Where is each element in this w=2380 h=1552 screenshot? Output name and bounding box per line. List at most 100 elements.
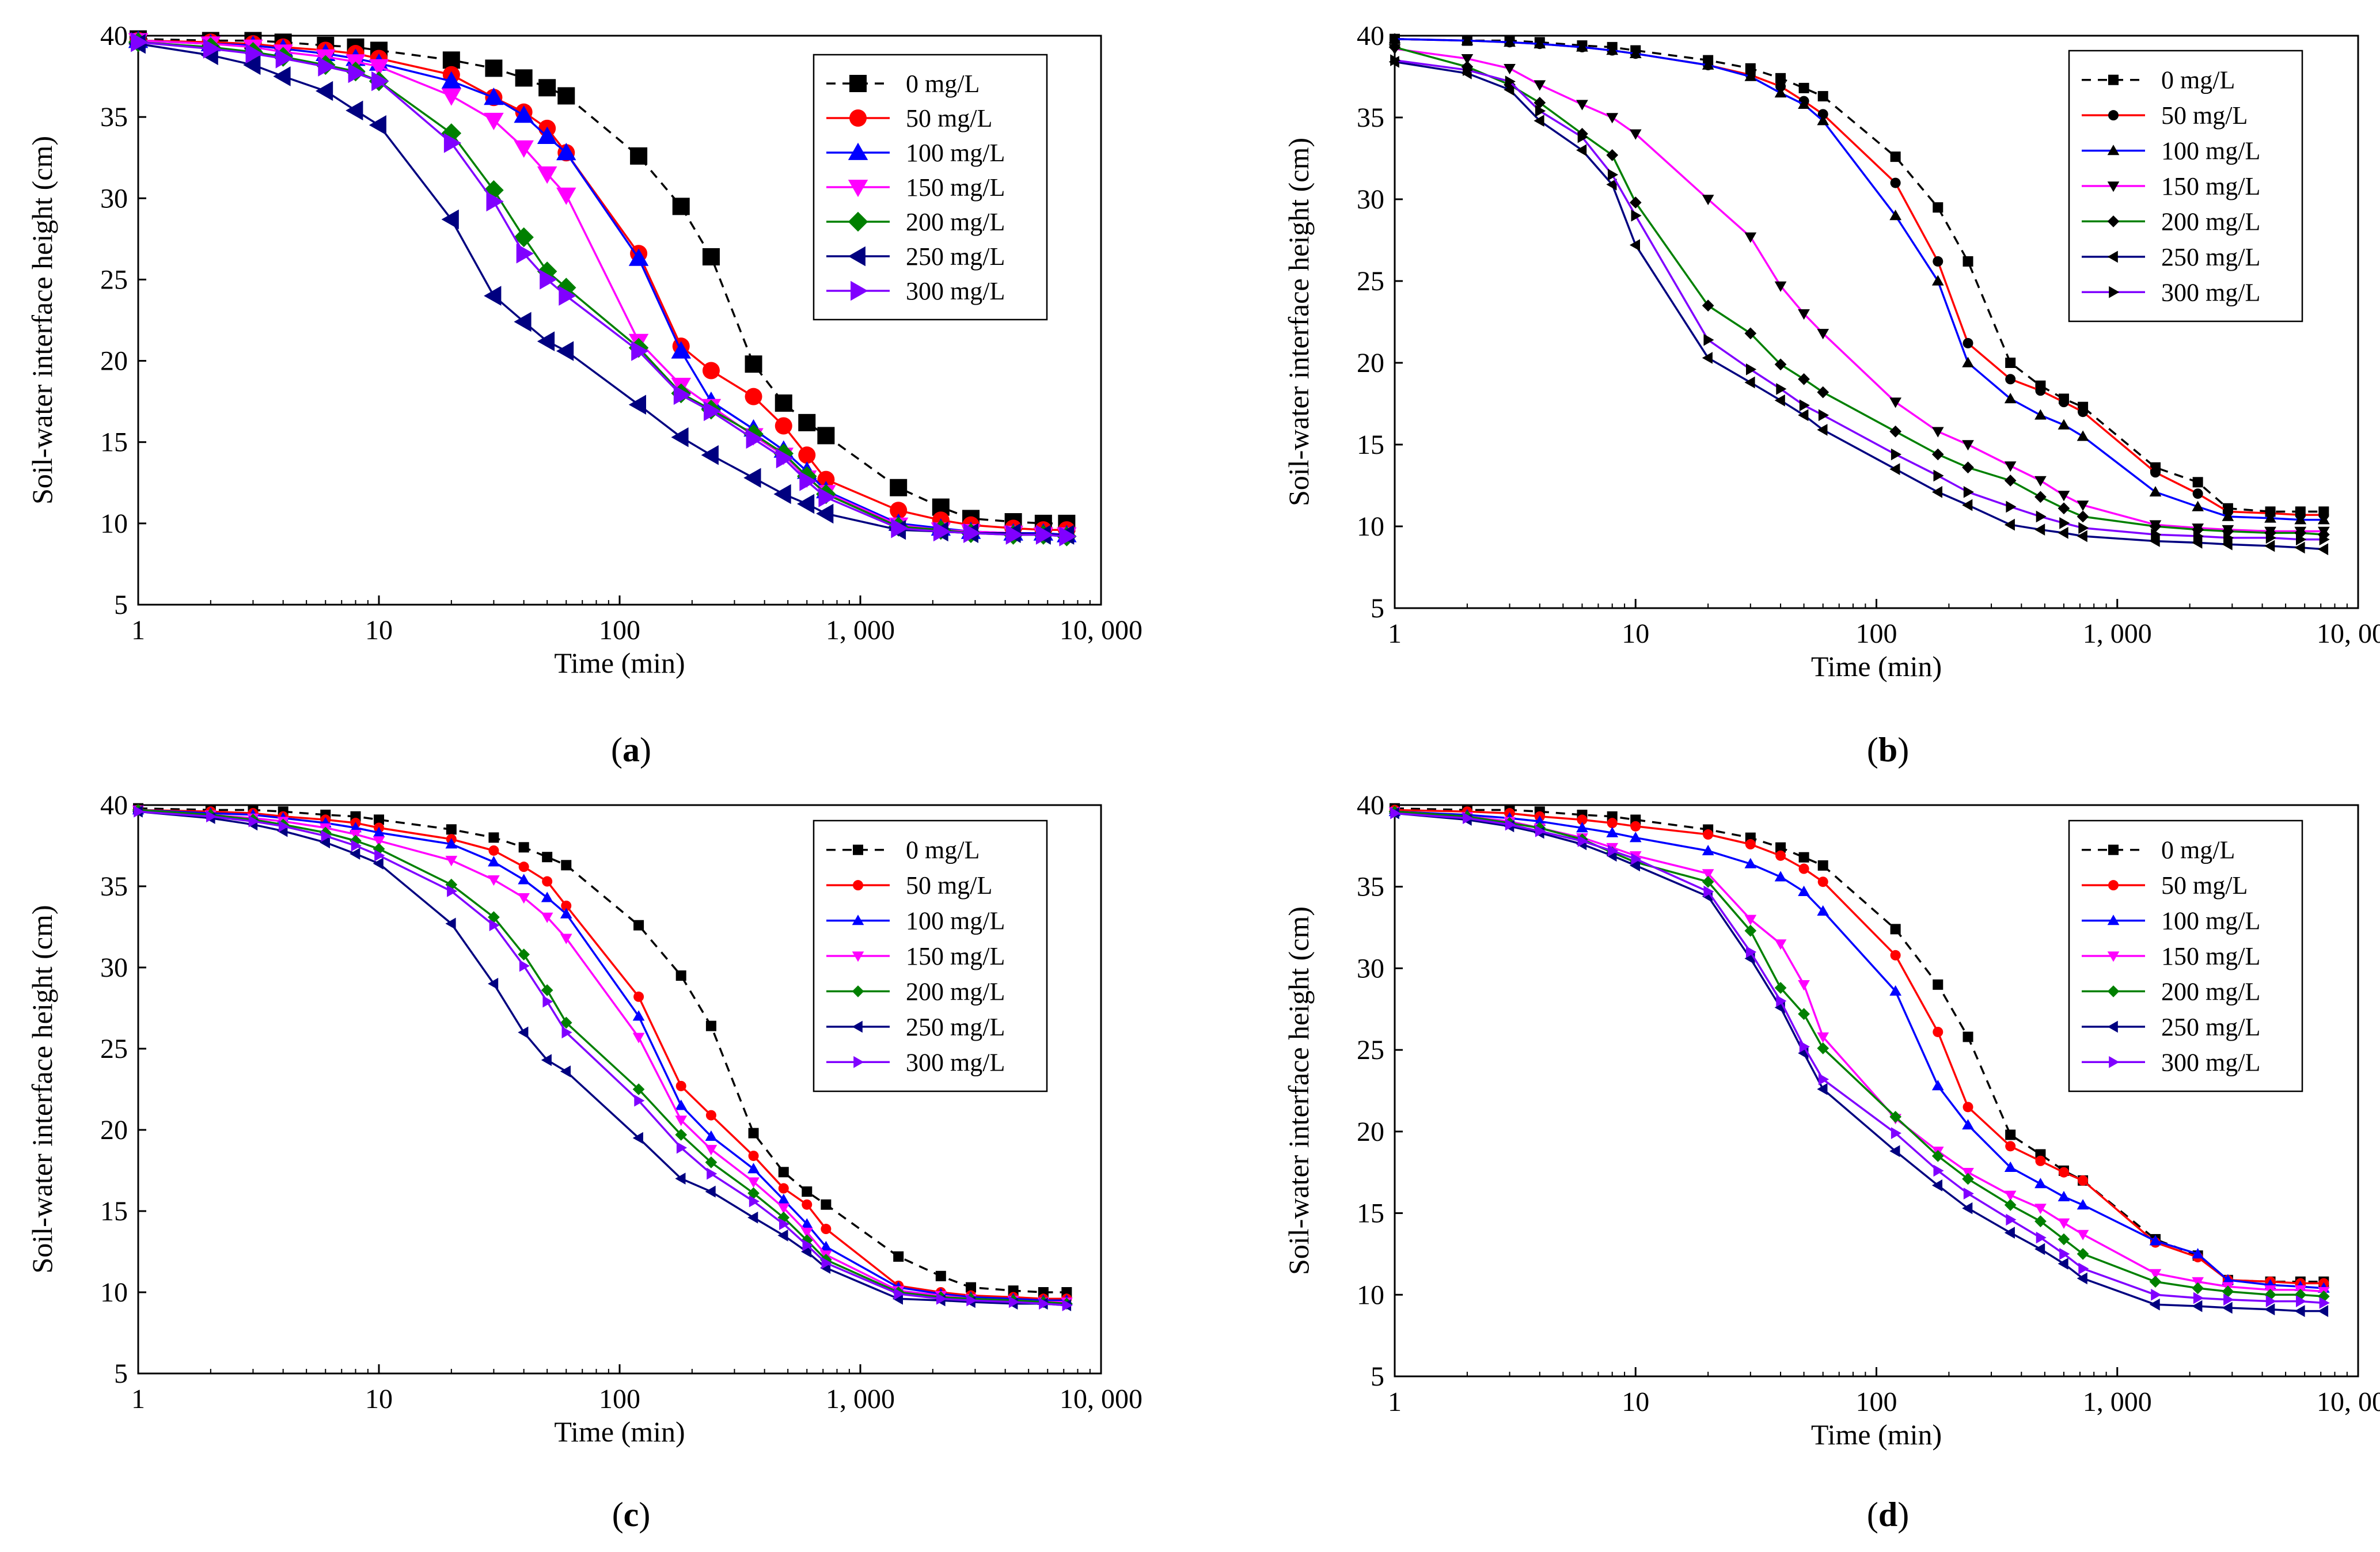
data-point	[518, 893, 530, 904]
data-point	[2034, 1178, 2047, 1189]
x-tick-label: 1	[131, 615, 145, 646]
data-point	[2034, 409, 2047, 420]
legend-label: 150 mg/L	[2161, 942, 2260, 970]
legend-label: 200 mg/L	[2161, 207, 2260, 236]
data-point	[1774, 939, 1787, 950]
data-point	[1774, 358, 1787, 371]
data-point	[1606, 826, 1619, 837]
data-point	[775, 394, 792, 412]
y-tick-label: 5	[114, 590, 128, 620]
x-tick-label: 10	[1622, 1387, 1649, 1417]
data-point	[1817, 115, 1829, 126]
data-point	[675, 1115, 688, 1126]
y-tick-label: 20	[100, 1115, 128, 1145]
data-point	[518, 948, 530, 961]
data-point	[556, 187, 576, 205]
data-point	[2222, 1301, 2233, 1314]
data-point	[2005, 1129, 2016, 1140]
data-point	[1890, 950, 1901, 961]
data-point	[1463, 64, 1474, 76]
legend-label: 300 mg/L	[906, 277, 1005, 305]
data-point	[541, 984, 553, 996]
legend-label: 50 mg/L	[906, 871, 992, 900]
y-tick-label: 15	[1357, 1198, 1384, 1229]
data-point	[514, 312, 532, 332]
data-point	[2296, 1295, 2307, 1307]
x-tick-label: 1, 000	[826, 615, 895, 646]
data-point	[675, 970, 686, 981]
data-point	[1931, 1150, 1944, 1162]
data-point	[2318, 1305, 2329, 1317]
data-point	[2319, 533, 2330, 546]
y-tick-label: 25	[100, 1034, 128, 1064]
data-point	[1608, 169, 1619, 181]
data-point	[702, 248, 720, 265]
data-point	[632, 1033, 645, 1043]
data-point	[1889, 1111, 1901, 1123]
data-point	[514, 140, 534, 158]
data-point	[537, 331, 555, 351]
data-point	[1931, 1080, 1944, 1091]
y-tick-label: 10	[1357, 1280, 1384, 1310]
data-point	[747, 1211, 758, 1224]
data-point	[2318, 543, 2329, 556]
data-point	[2058, 397, 2069, 408]
data-point	[2192, 1248, 2204, 1259]
data-point	[1390, 807, 1401, 819]
data-point	[799, 471, 817, 491]
data-point	[1817, 109, 1828, 120]
data-point	[1933, 1026, 1944, 1037]
data-point	[676, 1141, 688, 1154]
legend-marker	[2107, 985, 2120, 997]
data-point	[1799, 1041, 1810, 1053]
y-tick-label: 35	[1357, 103, 1384, 133]
data-point	[321, 830, 332, 842]
y-tick-label: 20	[1357, 1117, 1384, 1147]
data-point	[1891, 1127, 1901, 1139]
y-tick-label: 40	[1357, 790, 1384, 821]
data-point	[1746, 363, 1757, 375]
data-point	[743, 468, 761, 488]
data-point	[1576, 100, 1588, 111]
data-point	[802, 1186, 813, 1197]
legend-label: 50 mg/L	[2161, 871, 2248, 900]
data-point	[1533, 80, 1546, 91]
data-point	[797, 494, 815, 514]
data-point	[318, 56, 336, 77]
data-point	[373, 857, 384, 870]
data-point	[2058, 502, 2070, 515]
data-point	[802, 1239, 813, 1251]
data-point	[2149, 535, 2160, 547]
data-point	[1962, 461, 1974, 474]
data-point	[1577, 131, 1588, 143]
data-point	[1931, 1179, 1942, 1191]
data-point	[2058, 1190, 2070, 1201]
data-point	[894, 1288, 905, 1300]
data-point	[705, 1110, 716, 1121]
x-tick-label: 100	[1856, 618, 1897, 649]
legend-label: 150 mg/L	[2161, 172, 2260, 200]
data-point	[2077, 500, 2089, 511]
data-point	[1962, 440, 1974, 451]
data-point	[777, 1203, 790, 1214]
x-axis-title: Time (min)	[1811, 1418, 1942, 1451]
data-point	[1630, 821, 1641, 832]
data-point	[488, 875, 500, 886]
legend-label: 200 mg/L	[2161, 977, 2260, 1005]
data-point	[672, 198, 690, 215]
data-point	[1629, 196, 1642, 208]
data-point	[1608, 845, 1619, 857]
legend: 0 mg/L 50 mg/L 100 mg/L 150 mg/L 200 mg/L 250…	[813, 819, 1048, 1092]
data-point	[1533, 815, 1546, 826]
legend-marker	[848, 211, 868, 232]
x-tick-label: 1, 000	[2083, 1387, 2152, 1417]
data-point	[2058, 491, 2070, 502]
data-point	[773, 484, 791, 504]
data-point	[2077, 1272, 2087, 1285]
data-point	[488, 911, 500, 923]
data-point	[1576, 41, 1588, 52]
data-point	[486, 191, 504, 212]
data-point	[1744, 914, 1757, 925]
data-point	[518, 874, 530, 885]
data-point	[2149, 1235, 2162, 1246]
